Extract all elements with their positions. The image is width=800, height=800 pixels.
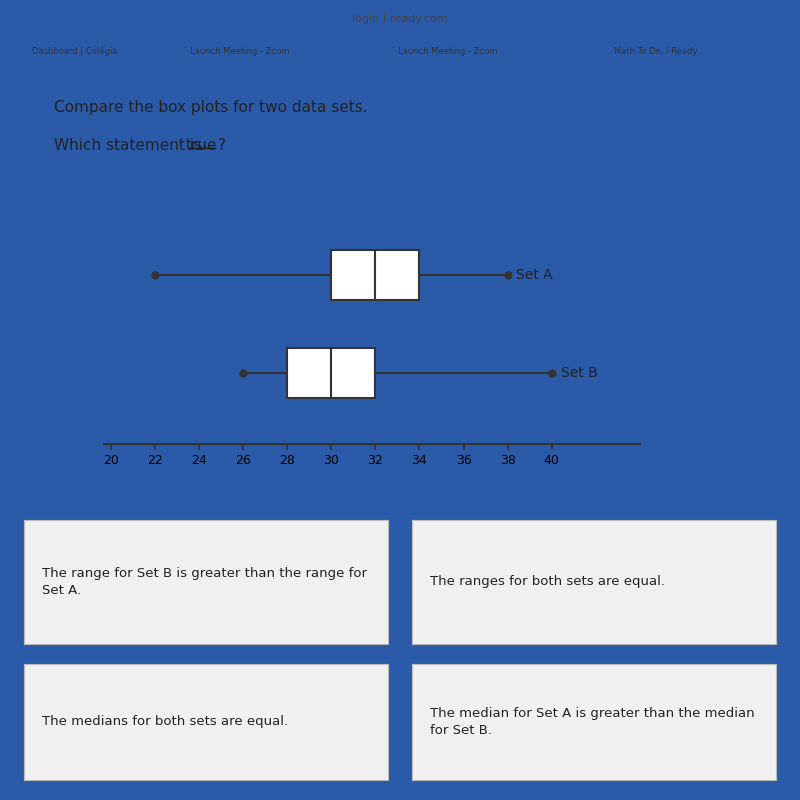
Text: Launch Meeting - Zoom: Launch Meeting - Zoom	[190, 46, 290, 56]
Text: login.i-ready.com: login.i-ready.com	[352, 14, 448, 24]
Text: Set A: Set A	[517, 268, 553, 282]
Text: Which statement is: Which statement is	[54, 138, 207, 153]
Text: The medians for both sets are equal.: The medians for both sets are equal.	[42, 715, 288, 729]
Text: Math To Do, i-Ready: Math To Do, i-Ready	[614, 46, 698, 56]
Text: Compare the box plots for two data sets.: Compare the box plots for two data sets.	[54, 101, 368, 115]
Text: Dashboard | Colégia: Dashboard | Colégia	[32, 46, 118, 56]
Bar	[287, 348, 375, 398]
Text: Launch Meeting - Zoom: Launch Meeting - Zoom	[398, 46, 498, 56]
Text: The median for Set A is greater than the median
for Set B.: The median for Set A is greater than the…	[430, 706, 755, 738]
Text: The ranges for both sets are equal.: The ranges for both sets are equal.	[430, 575, 666, 589]
Text: Set B: Set B	[561, 366, 598, 380]
Text: true: true	[186, 138, 217, 153]
Text: The range for Set B is greater than the range for
Set A.: The range for Set B is greater than the …	[42, 566, 367, 598]
Bar	[331, 250, 419, 300]
Text: ?: ?	[218, 138, 226, 153]
